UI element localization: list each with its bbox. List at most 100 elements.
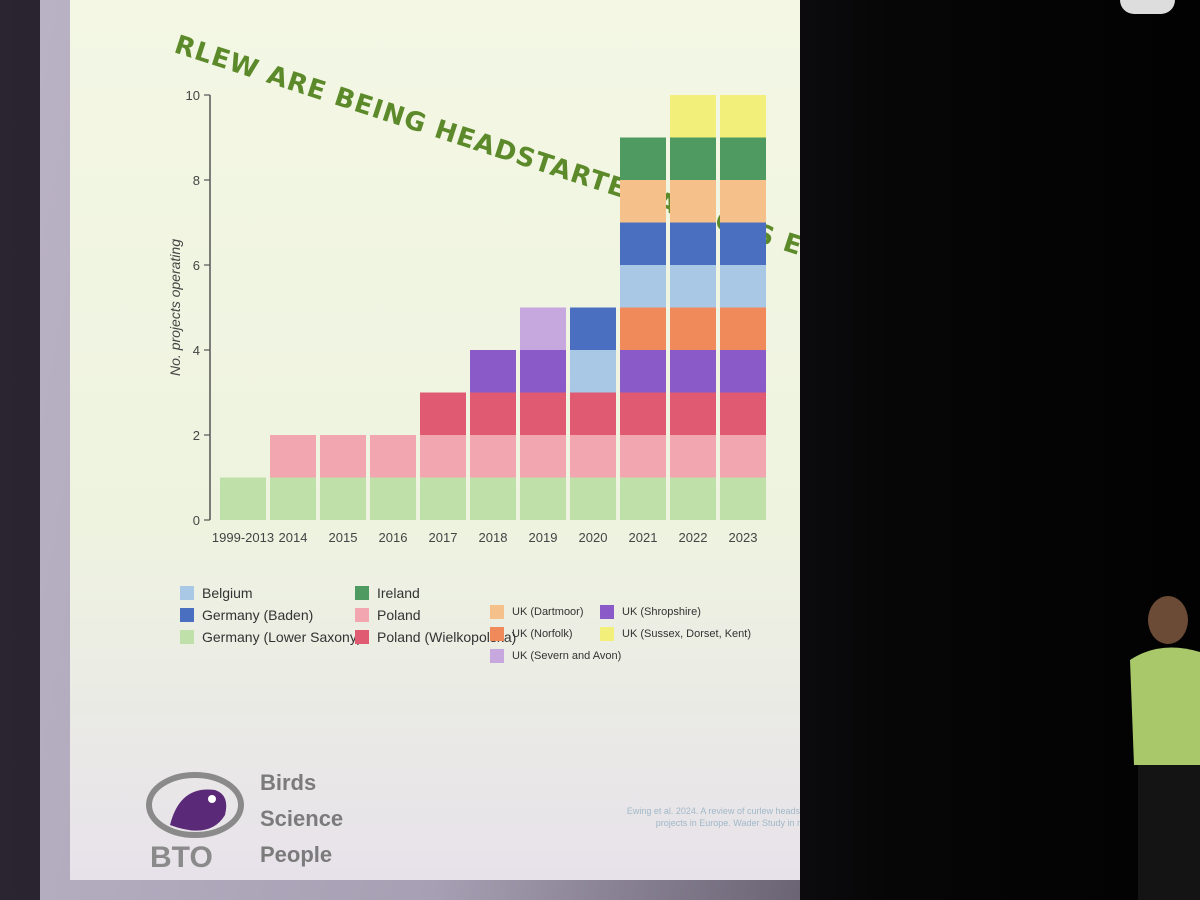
x-tick-label: 2022 bbox=[679, 530, 708, 545]
legend-item: UK (Dartmoor) bbox=[490, 605, 584, 619]
legend-item: Poland (Wielkopolska) bbox=[355, 629, 516, 645]
y-tick-label: 8 bbox=[193, 173, 200, 188]
bar-segment bbox=[270, 435, 316, 478]
y-tick-label: 0 bbox=[193, 513, 200, 528]
bar-segment bbox=[670, 95, 716, 138]
y-axis-label: No. projects operating bbox=[167, 239, 183, 376]
legend-item: UK (Shropshire) bbox=[600, 605, 701, 619]
bar-segment bbox=[670, 307, 716, 350]
legend-item: Germany (Lower Saxony) bbox=[180, 629, 362, 645]
bar-segment bbox=[520, 435, 566, 478]
logo-line-science: Science bbox=[260, 806, 344, 831]
bar-segment bbox=[620, 435, 666, 478]
bar-segment bbox=[370, 477, 416, 520]
legend-label: UK (Norfolk) bbox=[512, 628, 573, 640]
legend-item: Poland bbox=[355, 607, 421, 623]
bar-segment bbox=[470, 435, 516, 478]
bar-segment bbox=[420, 435, 466, 478]
bar-segment bbox=[620, 350, 666, 393]
legend-item: Germany (Baden) bbox=[180, 607, 313, 623]
bar-segment bbox=[470, 477, 516, 520]
bar-segment bbox=[420, 392, 466, 435]
legend-label: Germany (Baden) bbox=[202, 607, 314, 623]
bar-segment bbox=[320, 477, 366, 520]
bar-segment bbox=[270, 477, 316, 520]
legend-swatch bbox=[600, 605, 614, 619]
bar-segment bbox=[670, 137, 716, 180]
bar-segment bbox=[520, 477, 566, 520]
bar-segment bbox=[620, 307, 666, 350]
bar-segment bbox=[570, 392, 616, 435]
bar-segment bbox=[720, 222, 766, 265]
bar-segment bbox=[520, 307, 566, 350]
x-tick-label: 2017 bbox=[429, 530, 458, 545]
x-tick-label: 2016 bbox=[379, 530, 408, 545]
bar-segment bbox=[720, 95, 766, 138]
bar-segment bbox=[720, 265, 766, 308]
logo-text: Birds Science People bbox=[260, 765, 343, 873]
bar-segment bbox=[720, 307, 766, 350]
bar-segment bbox=[720, 180, 766, 223]
bar-segment bbox=[520, 350, 566, 393]
bar-segment bbox=[720, 477, 766, 520]
bto-mark: BTO bbox=[150, 841, 213, 874]
legend-swatch bbox=[490, 627, 504, 641]
y-tick-label: 10 bbox=[186, 88, 200, 103]
legend-label: Germany (Lower Saxony) bbox=[202, 629, 362, 645]
bar-segment bbox=[720, 137, 766, 180]
legend-swatch bbox=[490, 649, 504, 663]
stacked-bar-chart: 0 2 4 6 8 10 No. projects operating 1999-2013 20… bbox=[167, 88, 766, 545]
bar-segment bbox=[670, 180, 716, 223]
legend-swatch bbox=[355, 586, 369, 600]
x-tick-label: 2014 bbox=[279, 530, 308, 545]
bar-segment bbox=[670, 477, 716, 520]
x-tick-label: 2023 bbox=[729, 530, 758, 545]
x-tick-label: 2018 bbox=[479, 530, 508, 545]
legend-item: Belgium bbox=[180, 585, 253, 601]
bar-segment bbox=[220, 477, 266, 520]
legend-label: Belgium bbox=[202, 585, 253, 601]
x-tick-label: 2020 bbox=[579, 530, 608, 545]
x-tick-label: 2019 bbox=[529, 530, 558, 545]
bird-eye-logo-icon: BTO bbox=[146, 772, 244, 874]
legend-label: Ireland bbox=[377, 585, 420, 601]
bar-segment bbox=[520, 392, 566, 435]
legend-swatch bbox=[355, 630, 369, 644]
legend-swatch bbox=[490, 605, 504, 619]
ceiling-light bbox=[1120, 0, 1175, 14]
bar-segment bbox=[620, 265, 666, 308]
legend-label: Poland bbox=[377, 607, 421, 623]
bar-segment bbox=[720, 392, 766, 435]
bar-segment bbox=[670, 392, 716, 435]
x-tick-label: 2015 bbox=[329, 530, 358, 545]
bar-segment bbox=[670, 222, 716, 265]
bar-segment bbox=[670, 265, 716, 308]
bar-segment bbox=[620, 222, 666, 265]
bar-segment bbox=[620, 392, 666, 435]
legend-label: UK (Sussex, Dorset, Kent) bbox=[622, 628, 751, 640]
bar-segment bbox=[570, 350, 616, 393]
x-tick-label: 2021 bbox=[629, 530, 658, 545]
bar-segment bbox=[670, 435, 716, 478]
bar-segment bbox=[470, 392, 516, 435]
legend-swatch bbox=[180, 586, 194, 600]
legend-label: UK (Dartmoor) bbox=[512, 606, 584, 618]
y-tick-label: 2 bbox=[193, 428, 200, 443]
legend-item: UK (Norfolk) bbox=[490, 627, 573, 641]
presenter-silhouette bbox=[1130, 596, 1200, 900]
legend-label: Poland (Wielkopolska) bbox=[377, 629, 517, 645]
bar-segment bbox=[470, 350, 516, 393]
legend-item: UK (Sussex, Dorset, Kent) bbox=[600, 627, 751, 641]
citation: Ewing et al. 2024. A review of curlew he… bbox=[626, 806, 800, 828]
bar-segment bbox=[720, 435, 766, 478]
x-tick-label: 1999-2013 bbox=[212, 530, 274, 545]
legend-label: UK (Shropshire) bbox=[622, 606, 701, 618]
bto-logo: BTO Birds Science People bbox=[140, 765, 370, 875]
y-tick-label: 4 bbox=[193, 343, 200, 358]
legend-swatch bbox=[355, 608, 369, 622]
logo-line-birds: Birds bbox=[260, 770, 317, 795]
y-tick-label: 6 bbox=[193, 258, 200, 273]
legend-swatch bbox=[180, 630, 194, 644]
bar-segment bbox=[420, 477, 466, 520]
logo-line-people: People bbox=[260, 842, 333, 867]
